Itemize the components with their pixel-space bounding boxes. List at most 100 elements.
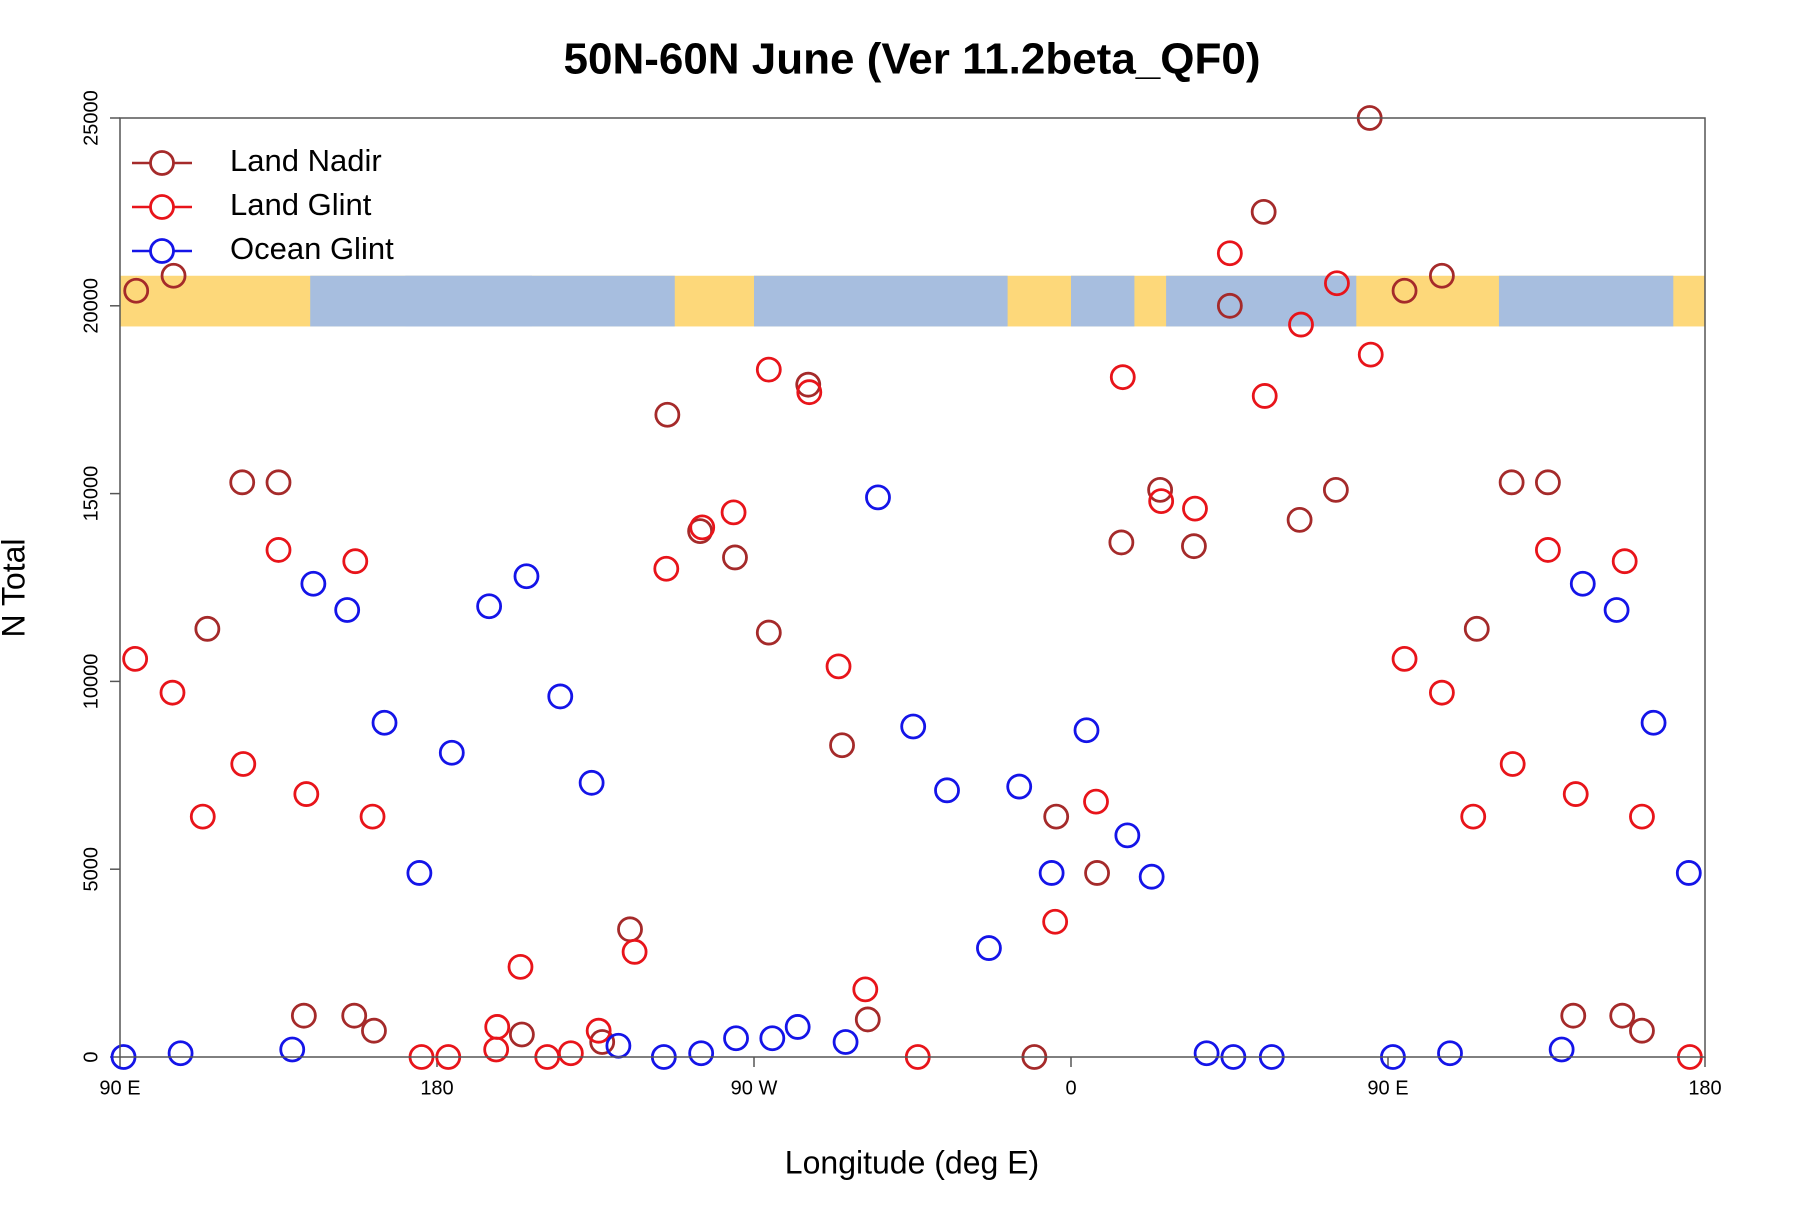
point <box>1535 469 1561 496</box>
point <box>585 1017 612 1044</box>
point <box>1006 773 1033 800</box>
point <box>406 860 433 886</box>
point <box>194 615 221 642</box>
point <box>1562 781 1589 807</box>
map-ocean <box>405 275 675 327</box>
point <box>723 1025 749 1052</box>
point <box>1148 488 1175 515</box>
point <box>159 679 186 706</box>
point <box>1250 198 1277 225</box>
point <box>854 1006 881 1033</box>
point <box>438 739 465 766</box>
point <box>617 916 643 943</box>
point <box>361 1017 387 1044</box>
point <box>371 709 398 736</box>
point <box>1286 506 1313 533</box>
point <box>1357 341 1384 368</box>
point <box>1083 788 1109 815</box>
y-tick-label: 0 <box>80 1051 102 1062</box>
point <box>1675 860 1702 886</box>
point <box>1569 570 1596 597</box>
point <box>1216 292 1243 319</box>
point <box>557 1040 584 1067</box>
point <box>1548 1036 1575 1063</box>
point <box>1114 822 1141 849</box>
point <box>265 469 292 496</box>
legend-label: Land Nadir <box>230 143 382 178</box>
x-tick-label: 180 <box>420 1077 453 1099</box>
point <box>1437 1040 1463 1067</box>
point <box>1138 863 1165 890</box>
x-tick-label: 90 E <box>99 1077 140 1099</box>
point <box>688 1040 715 1067</box>
plot-frame <box>119 117 1706 1058</box>
point <box>547 683 574 710</box>
point <box>279 1036 306 1063</box>
point <box>189 803 216 830</box>
point <box>290 1002 317 1029</box>
point <box>1629 1017 1655 1044</box>
point <box>654 401 681 428</box>
point <box>507 953 534 980</box>
x-tick-label: 90 E <box>1367 1077 1408 1099</box>
point <box>1042 908 1069 935</box>
point <box>1251 383 1278 409</box>
point <box>359 803 386 830</box>
point <box>1611 548 1638 575</box>
point <box>784 1014 811 1040</box>
point <box>759 1025 786 1052</box>
point <box>1629 803 1655 830</box>
point <box>167 1040 194 1067</box>
legend-label: Land Glint <box>230 187 372 222</box>
point <box>825 653 852 680</box>
legend-label: Ocean Glint <box>230 231 394 266</box>
point <box>1498 469 1525 496</box>
point <box>293 781 320 807</box>
legend-marker <box>149 150 175 176</box>
legend: Land Nadir Land Glint Ocean Glint <box>132 143 394 266</box>
point <box>1193 1040 1220 1067</box>
map-ocean <box>1166 275 1357 327</box>
point <box>300 570 327 597</box>
point <box>578 769 605 796</box>
point <box>1043 803 1070 830</box>
point <box>1322 476 1349 503</box>
point <box>122 645 149 672</box>
point <box>1460 803 1487 830</box>
point <box>1428 679 1455 706</box>
point <box>1391 277 1418 304</box>
point <box>852 976 879 1003</box>
point <box>229 469 256 496</box>
point <box>1288 311 1314 338</box>
legend-marker <box>149 238 175 264</box>
point <box>341 1002 368 1029</box>
point <box>1391 645 1418 672</box>
point <box>689 514 716 541</box>
y-tick-label: 20000 <box>80 278 102 334</box>
y-axis-label: N Total <box>0 538 31 637</box>
map-strip <box>120 275 1705 327</box>
point <box>755 619 782 646</box>
point <box>796 379 823 406</box>
point <box>508 1021 535 1048</box>
point <box>1073 717 1100 744</box>
map-ocean <box>754 275 1008 327</box>
point <box>484 1014 511 1040</box>
map-ocean <box>1498 275 1674 327</box>
y-tick-label: 5000 <box>80 847 102 892</box>
point <box>1560 1002 1587 1029</box>
point <box>755 356 782 383</box>
point <box>865 484 891 511</box>
point <box>1499 751 1526 777</box>
y-tick-label: 15000 <box>80 466 102 522</box>
point <box>900 713 927 740</box>
chart-title: 50N-60N June (Ver 11.2beta_QF0) <box>564 35 1261 84</box>
x-tick-label: 90 W <box>731 1077 778 1099</box>
point <box>1108 529 1135 556</box>
point <box>829 732 855 759</box>
point <box>1216 240 1243 267</box>
x-tick-label: 0 <box>1065 1077 1076 1099</box>
point <box>1084 860 1110 886</box>
point <box>934 777 960 804</box>
